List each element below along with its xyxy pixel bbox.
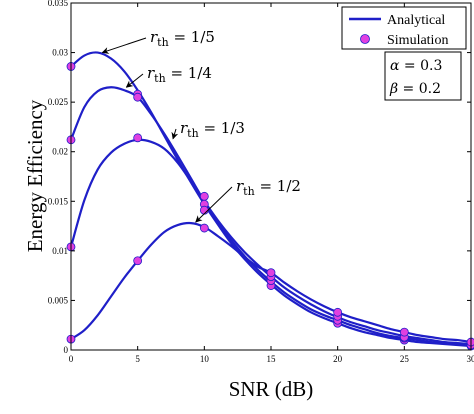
y-tick-label: 0.025: [48, 97, 69, 107]
annotation-subscript: th: [243, 185, 255, 198]
y-tick-label: 0.02: [52, 147, 68, 157]
annotation-symbol: r: [147, 64, 155, 82]
simulation-point: [133, 256, 143, 266]
simulation-points: [66, 62, 474, 351]
x-tick-label: 25: [400, 354, 410, 364]
annotation-label: rth = 1/4: [147, 64, 212, 85]
annotation-label: rth = 1/5: [150, 28, 215, 49]
annotation-arrow: [101, 37, 147, 54]
y-axis-ticks: 0 0.005 0.01 0.015 0.02 0.025 0.03 0.035: [48, 0, 471, 355]
parameter-alpha: α = 0.3: [390, 58, 442, 74]
x-axis-ticks: 0 5 10 15 20 25 30: [69, 3, 474, 364]
simulation-point: [399, 327, 409, 337]
parameter-beta: β = 0.2: [389, 81, 441, 97]
y-tick-label: 0.005: [48, 295, 69, 305]
legend-label-simulation: Simulation: [387, 33, 448, 48]
x-tick-label: 20: [333, 354, 343, 364]
parameter-alpha-equals: =: [399, 58, 420, 74]
parameter-beta-value: 0.2: [419, 81, 441, 97]
parameter-alpha-value: 0.3: [420, 58, 442, 74]
legend: Analytical Simulation: [341, 6, 467, 50]
x-tick-label: 15: [267, 354, 277, 364]
annotation-value: = 1/3: [199, 119, 245, 137]
simulation-point: [199, 223, 209, 233]
annotation-subscript: th: [154, 72, 166, 85]
parameter-alpha-symbol: α: [390, 58, 400, 74]
y-tick-label: 0.035: [48, 0, 69, 8]
parameter-box-frame: [384, 51, 462, 101]
simulation-point: [199, 191, 209, 201]
x-tick-label: 30: [467, 354, 474, 364]
annotation-label: rth = 1/3: [180, 119, 245, 140]
y-tick-label: 0: [64, 345, 69, 355]
simulation-point: [266, 268, 276, 278]
simulation-point: [133, 133, 143, 143]
annotation-value: = 1/5: [169, 28, 215, 46]
annotation-subscript: th: [187, 127, 199, 140]
annotation-value: = 1/4: [166, 64, 212, 82]
annotation-symbol: r: [236, 177, 244, 195]
y-tick-label: 0.015: [48, 196, 69, 206]
y-axis-label: Energy Efficiency: [23, 99, 47, 252]
annotation-arrow: [195, 186, 233, 223]
annotation-label: rth = 1/2: [236, 177, 301, 198]
parameter-beta-equals: =: [398, 81, 419, 97]
parameter-box: α = 0.3 β = 0.2: [384, 51, 462, 101]
x-tick-label: 5: [135, 354, 140, 364]
annotation-arrow: [171, 128, 179, 140]
annotation-value: = 1/2: [255, 177, 301, 195]
x-tick-label: 10: [200, 354, 210, 364]
annotation-symbol: r: [150, 28, 158, 46]
legend-marker-swatch: [360, 34, 370, 44]
legend-label-analytical: Analytical: [387, 13, 445, 28]
y-tick-label: 0.01: [52, 246, 68, 256]
simulation-point: [333, 307, 343, 317]
annotation-subscript: th: [157, 36, 169, 49]
parameter-beta-symbol: β: [389, 81, 398, 97]
x-tick-label: 0: [69, 354, 74, 364]
simulation-point: [199, 205, 209, 215]
annotation-symbol: r: [180, 119, 188, 137]
annotation-arrow: [125, 73, 144, 88]
simulation-point: [133, 92, 143, 102]
y-tick-label: 0.03: [52, 48, 68, 58]
x-axis-label: SNR (dB): [229, 377, 314, 401]
